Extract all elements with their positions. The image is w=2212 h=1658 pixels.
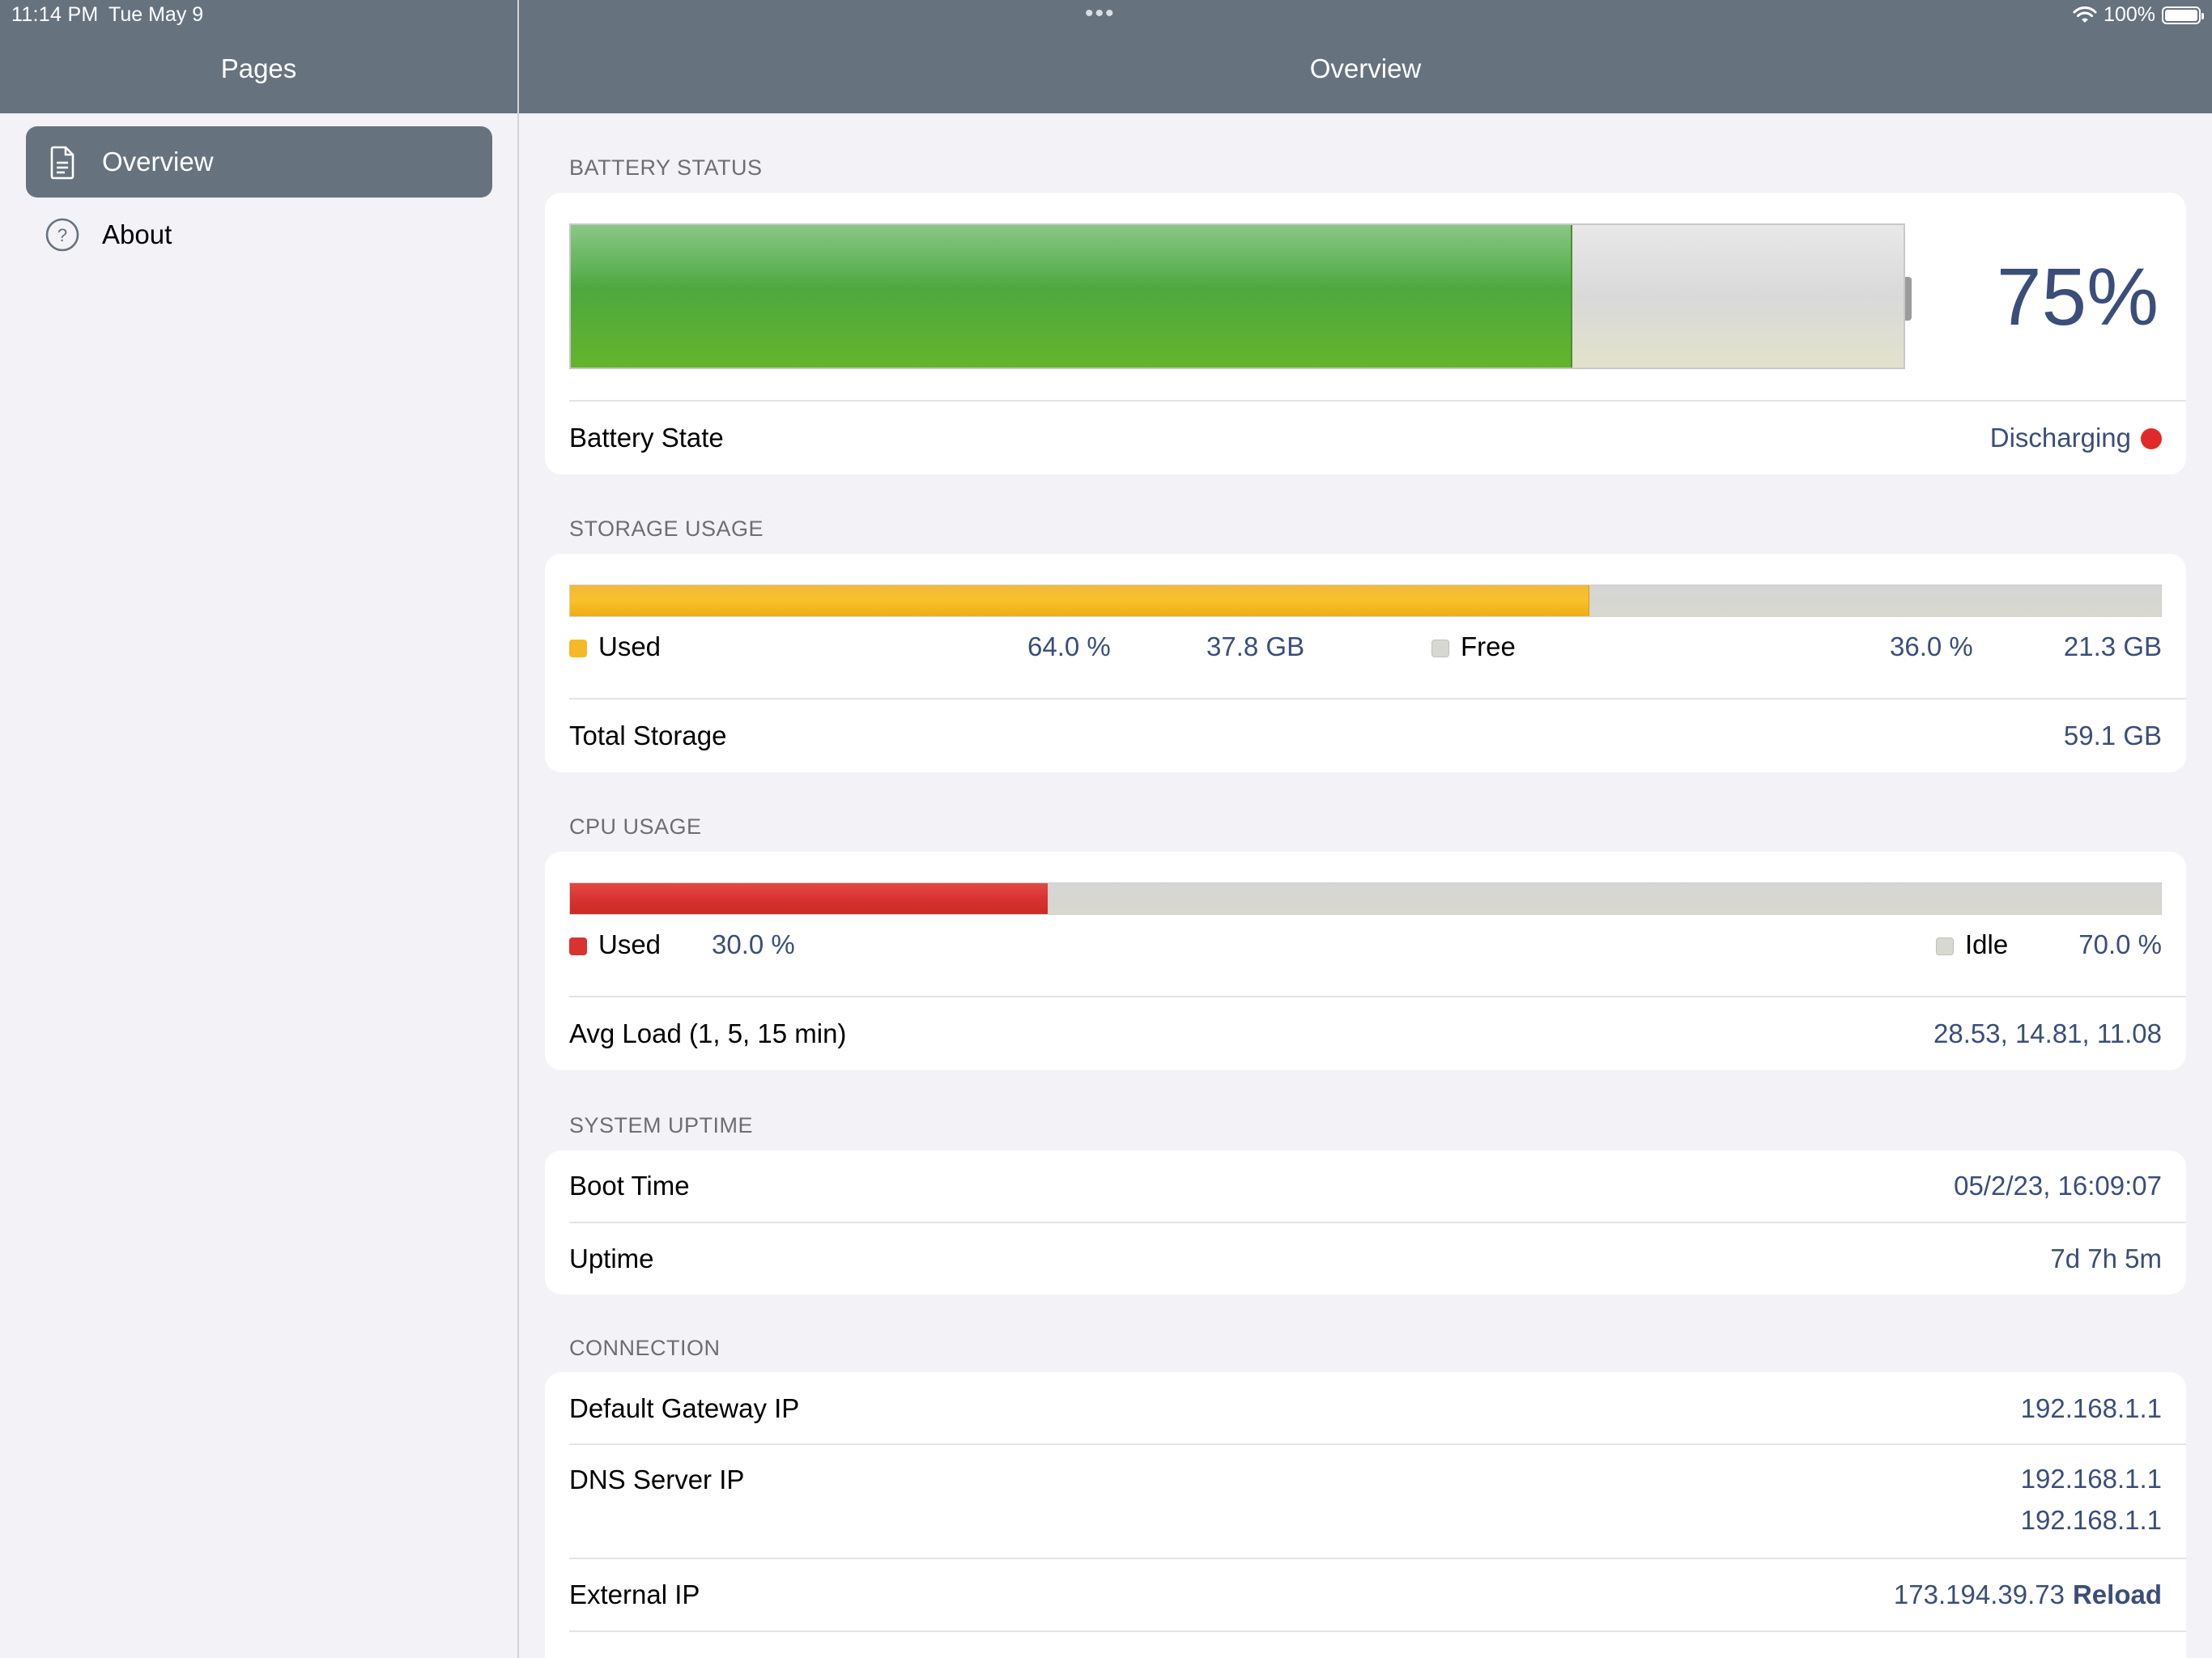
cpu-used-legend: Used	[569, 929, 661, 960]
total-storage-value: 59.1 GB	[2063, 721, 2162, 750]
question-circle-icon: ?	[45, 218, 79, 252]
dns-label: DNS Server IP	[569, 1465, 745, 1494]
main-content[interactable]: BATTERY STATUS 75% Battery State Dischar…	[519, 113, 2212, 1658]
divider	[569, 1558, 2186, 1559]
external-ip-value: 173.194.39.73	[1893, 1579, 2065, 1609]
gateway-value: 192.168.1.1	[2020, 1393, 2162, 1423]
battery-state-text: Discharging	[1989, 423, 2131, 453]
sidebar-item-overview[interactable]: Overview	[26, 126, 492, 198]
section-header-connection: CONNECTION	[569, 1336, 721, 1360]
cpu-legend: Used 30.0 % Idle 70.0 %	[569, 925, 2162, 965]
legend-label: Free	[1461, 631, 1516, 661]
external-ip-row: External IP 173.194.39.73 Reload	[569, 1559, 2162, 1630]
uptime-row: Uptime 7d 7h 5m	[569, 1223, 2162, 1295]
connection-card: Default Gateway IP 192.168.1.1 DNS Serve…	[545, 1372, 2186, 1658]
sidebar: Overview ? About	[0, 113, 517, 1658]
cpu-idle-legend: Idle	[1936, 929, 2008, 960]
battery-gauge-terminal	[1905, 277, 1912, 321]
sidebar-item-about[interactable]: ? About	[26, 199, 492, 270]
battery-gauge	[569, 223, 1905, 369]
legend-label: Used	[598, 929, 661, 959]
dns-value: 192.168.1.1	[2020, 1464, 2162, 1494]
section-header-cpu: CPU USAGE	[569, 814, 702, 839]
document-icon	[50, 146, 74, 180]
section-header-battery: BATTERY STATUS	[569, 155, 763, 180]
storage-used-percent: 64.0 %	[1027, 631, 1111, 661]
divider	[569, 400, 2186, 402]
section-header-storage: STORAGE USAGE	[569, 517, 764, 541]
dns-row: DNS Server IP 192.168.1.1 192.168.1.1	[569, 1445, 2162, 1557]
battery-percent-value: 75%	[1996, 252, 2159, 342]
external-ip-value-group: 173.194.39.73 Reload	[1894, 1579, 2162, 1610]
section-header-uptime: SYSTEM UPTIME	[569, 1113, 754, 1137]
external-ip-label: External IP	[569, 1579, 700, 1609]
cpu-used-fill	[570, 883, 1048, 914]
storage-card: Used 64.0 % 37.8 GB Free 36.0 % 21.3 GB …	[545, 554, 2186, 772]
status-right: 100%	[2073, 3, 2204, 27]
storage-used-fill	[570, 585, 1589, 616]
battery-state-row: Battery State Discharging	[569, 402, 2162, 474]
divider	[569, 1443, 2186, 1445]
battery-state-label: Battery State	[569, 423, 724, 453]
cpu-idle-percent: 70.0 %	[2078, 929, 2162, 959]
navigation-bar: 11:14 PM Tue May 9 ••• 100% Pages Overvi…	[0, 0, 2212, 113]
storage-used-legend: Used	[569, 631, 661, 662]
divider	[569, 1630, 2186, 1632]
used-swatch-icon	[569, 640, 587, 657]
uptime-label: Uptime	[569, 1244, 654, 1273]
gateway-row: Default Gateway IP 192.168.1.1	[569, 1372, 2162, 1445]
divider	[569, 996, 2186, 997]
storage-free-size: 21.3 GB	[2063, 631, 2162, 661]
total-storage-row: Total Storage 59.1 GB	[569, 699, 2162, 772]
status-date: Tue May 9	[108, 3, 204, 26]
avg-load-value: 28.53, 14.81, 11.08	[1933, 1018, 2162, 1048]
divider	[569, 1222, 2186, 1223]
wifi-icon	[2073, 6, 2097, 23]
legend-label: Used	[598, 631, 661, 661]
sidebar-item-label: Overview	[102, 147, 214, 176]
idle-swatch-icon	[1936, 937, 1954, 955]
battery-card: 75% Battery State Discharging	[545, 193, 2186, 474]
storage-used-size: 37.8 GB	[1206, 631, 1305, 661]
dns-values: 192.168.1.1 192.168.1.1	[2020, 1464, 2162, 1541]
page-title: Overview	[1309, 53, 1422, 83]
status-time: 11:14 PM	[11, 3, 99, 26]
total-storage-label: Total Storage	[569, 721, 727, 750]
avg-load-label: Avg Load (1, 5, 15 min)	[569, 1018, 847, 1048]
cpu-used-percent: 30.0 %	[712, 929, 795, 959]
svg-text:?: ?	[57, 225, 67, 245]
uptime-card: Boot Time 05/2/23, 16:09:07 Uptime 7d 7h…	[545, 1150, 2186, 1295]
boot-time-value: 05/2/23, 16:09:07	[1954, 1171, 2162, 1201]
boot-time-row: Boot Time 05/2/23, 16:09:07	[569, 1150, 2162, 1222]
used-swatch-icon	[569, 937, 587, 955]
battery-level-fill	[571, 225, 1572, 368]
battery-icon	[2162, 6, 2204, 24]
storage-usage-bar	[569, 585, 2162, 617]
status-dot	[2141, 428, 2162, 449]
sidebar-item-label: About	[102, 219, 172, 249]
storage-free-legend: Free	[1431, 631, 1516, 662]
uptime-value: 7d 7h 5m	[2050, 1244, 2162, 1273]
avg-load-row: Avg Load (1, 5, 15 min) 28.53, 14.81, 11…	[569, 997, 2162, 1070]
boot-time-label: Boot Time	[569, 1171, 690, 1201]
dns-value: 192.168.1.1	[2020, 1505, 2162, 1535]
legend-label: Idle	[1965, 929, 2009, 959]
divider	[569, 698, 2186, 699]
gateway-label: Default Gateway IP	[569, 1393, 800, 1423]
reload-button[interactable]: Reload	[2072, 1579, 2162, 1609]
battery-percent: 100%	[2104, 3, 2155, 26]
cpu-usage-bar	[569, 882, 2162, 915]
battery-state-value: Discharging	[1990, 423, 2162, 453]
sidebar-title: Pages	[220, 53, 297, 83]
storage-legend: Used 64.0 % 37.8 GB Free 36.0 % 21.3 GB	[569, 627, 2162, 667]
multitasking-dots-icon[interactable]: •••	[1085, 0, 1116, 27]
cpu-card: Used 30.0 % Idle 70.0 % Avg Load (1, 5, …	[545, 852, 2186, 1070]
free-swatch-icon	[1431, 640, 1449, 657]
sidebar-divider	[517, 0, 519, 1658]
storage-free-percent: 36.0 %	[1890, 631, 1973, 661]
